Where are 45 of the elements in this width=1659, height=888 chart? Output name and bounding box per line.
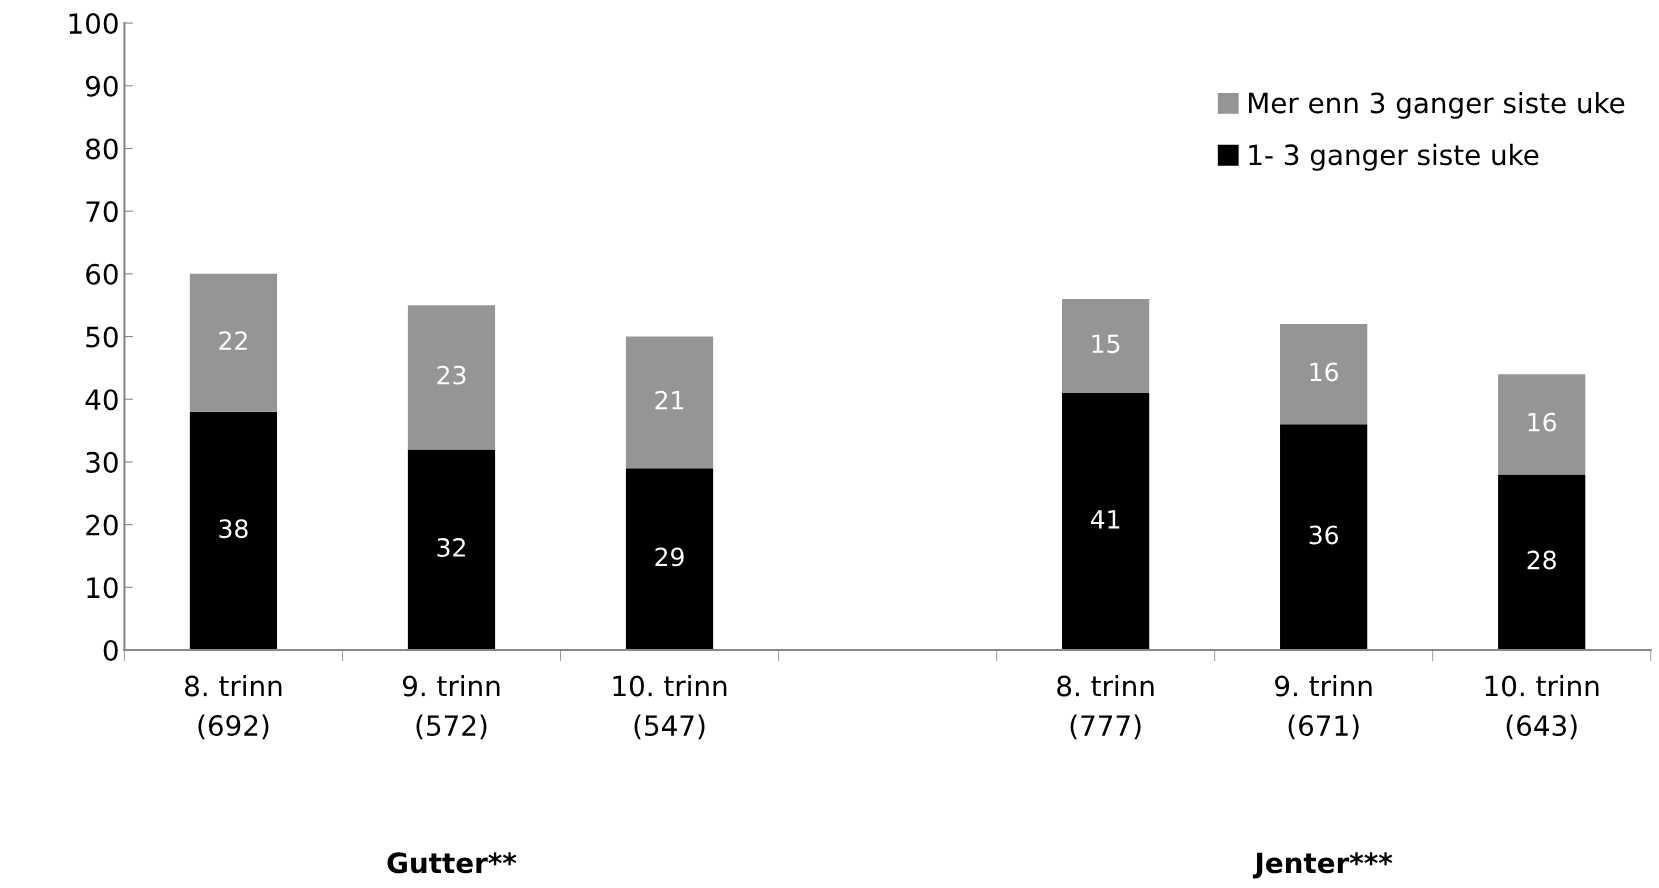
x-tick-label: 9. trinn (572)	[402, 675, 500, 740]
data-label: 16	[1528, 412, 1557, 432]
y-tick-label: 30	[86, 451, 118, 473]
data-label: 21	[655, 390, 684, 410]
data-label: 38	[219, 519, 248, 539]
x-tick-label: 8. trinn (692)	[185, 675, 282, 740]
text: Jenter***	[1252, 852, 1393, 879]
data-label: 15	[1092, 334, 1120, 354]
y-tick-label: 10	[87, 577, 118, 599]
y-tick-label: 100	[69, 13, 118, 35]
bar	[407, 449, 496, 651]
data-label: 28	[1527, 550, 1556, 570]
bar	[1280, 424, 1368, 651]
x-tick-label: 8. trinn (777)	[1057, 675, 1154, 740]
x-tick-label: 10. trinn (643)	[1485, 675, 1599, 740]
bar	[1062, 392, 1150, 651]
bar	[1280, 324, 1368, 425]
data-label: 36	[1309, 525, 1338, 545]
y-tick-label: 90	[85, 75, 118, 97]
y-tick-label: 50	[86, 326, 118, 348]
x-tick-label: 10. trinn (547)	[613, 675, 727, 740]
bar	[1498, 474, 1586, 651]
data-label: 29	[655, 547, 684, 567]
bar	[625, 336, 714, 469]
bar	[189, 411, 278, 651]
y-tick-label: 20	[86, 514, 118, 536]
data-label: 16	[1310, 362, 1338, 382]
data-label: 41	[1090, 510, 1120, 529]
legend-label: 1- 3 ganger siste uke	[1249, 143, 1539, 171]
y-tick-label: 60	[86, 263, 118, 285]
bar	[1498, 374, 1586, 475]
bar	[189, 273, 278, 412]
data-label: 32	[437, 538, 465, 557]
data-label: 22	[219, 331, 247, 350]
y-tick-label: 80	[86, 138, 118, 160]
y-tick-label: 0	[103, 639, 118, 661]
text: Gutter**	[387, 852, 517, 874]
y-tick-label: 40	[85, 389, 118, 411]
x-tick-label: 9. trinn (671)	[1275, 675, 1372, 740]
bar	[625, 468, 714, 651]
legend-label: Mer enn 3 ganger siste uke	[1249, 91, 1625, 119]
bar	[1062, 298, 1150, 393]
data-label: 23	[437, 365, 466, 385]
bar	[407, 305, 496, 450]
y-tick-label: 70	[86, 201, 118, 223]
